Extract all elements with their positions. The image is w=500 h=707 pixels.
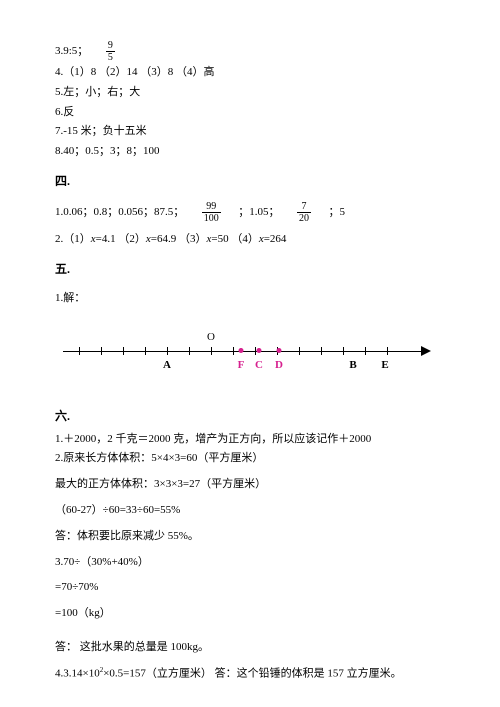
page: 3.9:5； 9 5 4.（1）8 （2）14 （3）8 （4）高 5.左；小；…: [0, 0, 500, 684]
answer-line-3: 3.9:5； 9 5: [55, 40, 445, 63]
sec6-line-7: =70÷70%: [55, 578, 445, 598]
fraction-9-5: 9 5: [106, 40, 115, 63]
sec6-line-5: 答：体积要比原来减少 55%。: [55, 527, 445, 547]
section-6-header: 六.: [55, 407, 445, 424]
sec4-line-1: 1.0.06；0.8；0.056；87.5； 99 100 ；1.05； 7 2…: [55, 201, 445, 224]
sec6-line-4: （60-27）÷60=33÷60=55%: [55, 501, 445, 521]
sec6-line-6: 3.70÷（30%+40%）: [55, 553, 445, 573]
number-line-tick: [211, 347, 212, 355]
number-line-point: [239, 348, 244, 353]
text: ×0.5=157（立方厘米） 答：这个铅锤的体积是 157 立方厘米。: [103, 667, 401, 679]
number-line-label: C: [255, 359, 263, 371]
sec6-line-3: 最大的正方体体积：3×3×3=27（平方厘米）: [55, 475, 445, 495]
text: 3.9:5；: [55, 45, 88, 57]
number-line-point: [277, 348, 282, 353]
number-line-tick: [387, 347, 388, 355]
number-line-tick: [189, 347, 190, 355]
number-line-tick: [123, 347, 124, 355]
number-line-tick: [167, 347, 168, 355]
fraction-99-100: 99 100: [202, 201, 221, 224]
number-line-label: A: [163, 359, 171, 371]
answer-line-6: 6.反: [55, 103, 445, 123]
answer-line-5: 5.左；小；右；大: [55, 83, 445, 103]
number-line-tick: [101, 347, 102, 355]
text: 2.（1）x=4.1 （2）x=64.9 （3）x=50 （4）x=264: [55, 233, 286, 245]
sec6-line-2: 2.原来长方体体积：5×4×3=60（平方厘米）: [55, 449, 445, 469]
number-line-tick: [233, 347, 234, 355]
number-line-tick: [343, 347, 344, 355]
text: ；1.05；: [238, 206, 279, 218]
sec4-line-2: 2.（1）x=4.1 （2）x=64.9 （3）x=50 （4）x=264: [55, 230, 445, 250]
number-line-tick: [299, 347, 300, 355]
number-line-tick: [79, 347, 80, 355]
number-line-tick: [145, 347, 146, 355]
number-line-point: [257, 348, 262, 353]
number-line-label: D: [275, 359, 283, 371]
sec6-line-9: 答： 这批水果的总量是 100kg。: [55, 638, 445, 658]
sec6-line-10: 4.3.14×102×0.5=157（立方厘米） 答：这个铅锤的体积是 157 …: [55, 664, 445, 684]
answer-line-7: 7.-15 米；负十五米: [55, 122, 445, 142]
number-line-origin-label: O: [207, 331, 215, 343]
number-line-tick: [365, 347, 366, 355]
sec6-line-1: 1.＋2000，2 千克＝2000 克，增产为正方向，所以应该记作＋2000: [55, 430, 445, 450]
fraction-7-20: 7 20: [297, 201, 311, 224]
sec6-line-8: =100（kg）: [55, 604, 445, 624]
text: ；5: [329, 206, 346, 218]
number-line: O A FCD B E: [63, 323, 423, 383]
number-line-label: F: [238, 359, 245, 371]
section-5-header: 五.: [55, 260, 445, 277]
number-line-tick: [321, 347, 322, 355]
number-line-arrow-icon: [421, 346, 431, 356]
text: 1.0.06；0.8；0.056；87.5；: [55, 206, 184, 218]
section-4-header: 四.: [55, 172, 445, 189]
answer-line-4: 4.（1）8 （2）14 （3）8 （4）高: [55, 63, 445, 83]
text: 4.3.14×10: [55, 667, 100, 679]
sec5-line-1: 1.解：: [55, 289, 445, 309]
number-line-label: E: [381, 359, 388, 371]
answer-line-8: 8.40；0.5；3；8；100: [55, 142, 445, 162]
number-line-label: B: [349, 359, 356, 371]
